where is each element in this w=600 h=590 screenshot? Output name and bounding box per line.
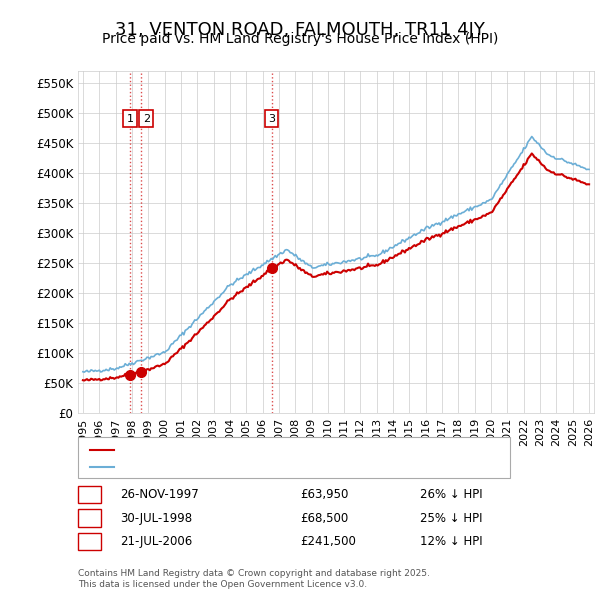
Text: 30-JUL-1998: 30-JUL-1998 bbox=[120, 512, 192, 525]
Text: 12% ↓ HPI: 12% ↓ HPI bbox=[420, 535, 482, 548]
Text: 31, VENTON ROAD, FALMOUTH, TR11 4JY (detached house): 31, VENTON ROAD, FALMOUTH, TR11 4JY (det… bbox=[120, 445, 449, 455]
Text: 26-NOV-1997: 26-NOV-1997 bbox=[120, 488, 199, 501]
Text: Price paid vs. HM Land Registry's House Price Index (HPI): Price paid vs. HM Land Registry's House … bbox=[102, 32, 498, 47]
Text: £68,500: £68,500 bbox=[300, 512, 348, 525]
Text: £63,950: £63,950 bbox=[300, 488, 349, 501]
Text: 3: 3 bbox=[86, 535, 93, 548]
Text: 3: 3 bbox=[268, 114, 275, 124]
Text: HPI: Average price, detached house, Cornwall: HPI: Average price, detached house, Corn… bbox=[120, 462, 374, 471]
Text: 1: 1 bbox=[86, 488, 93, 501]
Text: 26% ↓ HPI: 26% ↓ HPI bbox=[420, 488, 482, 501]
Text: 1: 1 bbox=[127, 114, 134, 124]
Text: 2: 2 bbox=[143, 114, 150, 124]
Text: 31, VENTON ROAD, FALMOUTH, TR11 4JY: 31, VENTON ROAD, FALMOUTH, TR11 4JY bbox=[115, 21, 485, 39]
Text: 21-JUL-2006: 21-JUL-2006 bbox=[120, 535, 192, 548]
Text: 25% ↓ HPI: 25% ↓ HPI bbox=[420, 512, 482, 525]
Text: 2: 2 bbox=[86, 512, 93, 525]
Text: Contains HM Land Registry data © Crown copyright and database right 2025.
This d: Contains HM Land Registry data © Crown c… bbox=[78, 569, 430, 589]
Text: £241,500: £241,500 bbox=[300, 535, 356, 548]
